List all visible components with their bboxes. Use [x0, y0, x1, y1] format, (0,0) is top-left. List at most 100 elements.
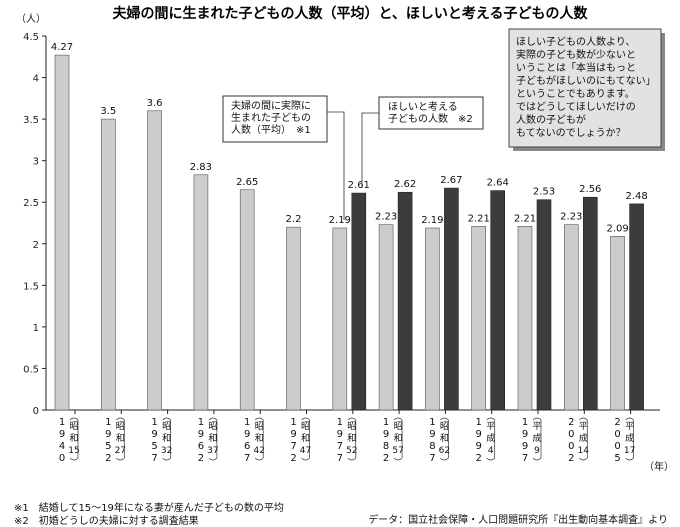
x-tick-year-char: 9 [105, 429, 111, 440]
bar-actual [101, 118, 116, 411]
x-tick-era-char: 平 [486, 421, 495, 432]
annotation-line: ということでもあります。 [516, 88, 635, 100]
x-tick-era-bracket [393, 417, 403, 461]
bar-actual-value-label: 2.19 [329, 215, 351, 226]
x-tick-era-char: 成 [625, 432, 634, 444]
bar-actual-value-label: 2.23 [375, 212, 397, 223]
x-tick-year-char: 1 [198, 417, 204, 428]
x-tick-year-char: 5 [614, 453, 620, 464]
x-tick-year-char: 1 [429, 417, 435, 428]
x-tick-year-char: 9 [476, 429, 482, 440]
y-tick-label: 2 [33, 240, 39, 251]
x-tick-era-char: 和 [347, 433, 356, 444]
x-tick-era-char: 42 [253, 446, 264, 456]
x-tick-year-char: 2 [290, 453, 296, 464]
x-tick-era-char: 平 [625, 421, 634, 432]
bar-desired [629, 203, 644, 411]
x-tick-era-char: 32 [161, 446, 172, 456]
x-tick-year-char: 2 [105, 453, 111, 464]
bar-actual-value-label: 3.6 [147, 98, 163, 109]
x-tick-year-char: 2 [568, 453, 574, 464]
bar-actual [425, 227, 440, 411]
source-note: データ：国立社会保障・人口問題研究所『出生動向基本調査』より [368, 515, 668, 526]
x-tick-year-char: 7 [522, 453, 528, 464]
bar-actual-value-label: 2.2 [286, 214, 302, 225]
x-tick-era-char: 昭 [69, 421, 78, 432]
x-tick-era-char: 昭 [394, 421, 403, 432]
x-tick-year-char: 9 [522, 441, 528, 452]
x-tick-era-bracket [208, 417, 218, 461]
y-tick-label: 3 [33, 157, 39, 168]
x-tick-era-bracket [116, 417, 125, 461]
bar-desired [536, 199, 552, 411]
bar-actual-value-label: 2.65 [236, 177, 258, 188]
bar-actual-value-label: 2.21 [514, 213, 536, 224]
x-tick-year-char: 7 [429, 453, 435, 464]
x-tick-year-char: 1 [337, 417, 343, 428]
x-unit-label: （年） [644, 460, 674, 473]
x-tick-era-char: 昭 [255, 421, 264, 432]
x-tick-year-char: 0 [568, 441, 574, 452]
x-tick-year-char: 1 [383, 417, 389, 428]
x-tick-era-char: 和 [394, 433, 403, 444]
x-tick-era-char: 14 [578, 446, 590, 456]
x-tick-era-char: 昭 [116, 421, 125, 432]
bar-desired-value-label: 2.61 [348, 180, 370, 191]
bar-actual [332, 227, 348, 411]
y-tick-label: 4 [33, 74, 39, 85]
x-tick-era-char: 和 [301, 433, 310, 444]
x-tick-year-char: 9 [429, 429, 435, 440]
bar-actual-value-label: 2.21 [468, 213, 490, 224]
x-tick-era-bracket [254, 417, 264, 461]
annotation-line: 子どもがほしいのにもてない」 [516, 74, 656, 87]
x-tick-era-bracket [486, 417, 496, 461]
x-tick-year-char: 5 [151, 441, 157, 452]
x-tick-era-char: 15 [68, 446, 79, 456]
y-tick-label: 2.5 [23, 198, 39, 209]
x-tick-year-char: 9 [290, 429, 296, 440]
bar-actual [517, 226, 533, 411]
bar-actual [563, 224, 579, 411]
bar-desired-value-label: 2.67 [440, 175, 462, 186]
bar-desired-value-label: 2.64 [487, 178, 509, 189]
x-tick-era-char: 27 [115, 446, 126, 456]
annotation-line: いうことは「本当はもっと [516, 61, 636, 74]
y-tick-label: 0.5 [23, 364, 39, 375]
bar-desired-value-label: 2.48 [625, 191, 647, 202]
x-tick-year-char: 1 [290, 417, 296, 428]
legend-desired-text: ほしいと考える [388, 101, 458, 113]
x-tick-year-char: 2 [198, 453, 204, 464]
bar-desired [490, 190, 506, 411]
bar-actual-value-label: 4.27 [51, 42, 73, 53]
bar-desired-value-label: 2.62 [394, 179, 416, 190]
y-tick-label: 1 [33, 323, 39, 334]
bar-actual [239, 189, 255, 411]
x-tick-era-bracket [347, 417, 357, 461]
bar-desired [444, 187, 459, 411]
bar-actual-value-label: 2.83 [190, 162, 212, 173]
x-tick-year-char: 2 [568, 417, 574, 428]
bar-desired-value-label: 2.53 [533, 187, 555, 198]
x-tick-era-bracket [301, 417, 310, 461]
legend-actual-leader [327, 111, 345, 220]
x-tick-era-char: 和 [162, 433, 171, 444]
x-tick-era-char: 和 [69, 433, 78, 444]
x-tick-era-char: 62 [439, 446, 450, 456]
x-tick-era-bracket [440, 417, 449, 461]
x-tick-year-char: 7 [290, 441, 296, 452]
x-tick-era-char: 成 [579, 432, 588, 444]
x-tick-era-char: 昭 [162, 421, 171, 432]
bar-actual [193, 174, 209, 411]
x-tick-year-char: 1 [244, 417, 250, 428]
bar-desired-value-label: 2.56 [579, 184, 601, 195]
x-tick-year-char: 4 [59, 441, 65, 452]
x-tick-year-char: 6 [198, 441, 204, 452]
x-tick-year-char: 7 [337, 441, 343, 452]
x-tick-era-char: 4 [488, 446, 494, 456]
x-tick-era-char: 和 [116, 433, 125, 444]
x-tick-era-bracket [625, 417, 634, 461]
legend-box-desired [378, 96, 484, 130]
x-tick-era-char: 昭 [440, 421, 449, 432]
x-tick-year-char: 5 [105, 441, 111, 452]
x-tick-era-char: 17 [624, 446, 635, 456]
